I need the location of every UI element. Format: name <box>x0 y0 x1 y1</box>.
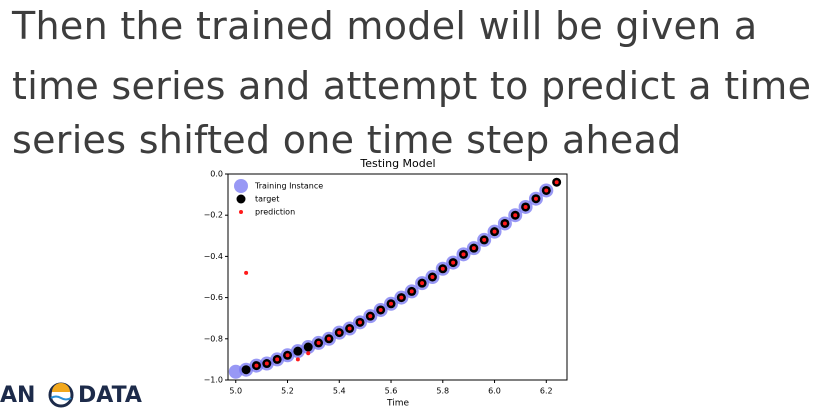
legend-label: Training Instance <box>254 182 323 191</box>
point <box>254 363 259 368</box>
point <box>544 188 549 193</box>
point <box>285 353 290 358</box>
logo-text: AN <box>0 383 35 408</box>
point <box>482 237 487 242</box>
point <box>492 229 497 234</box>
legend-label: prediction <box>255 208 295 217</box>
point <box>293 346 303 356</box>
legend-marker <box>234 179 248 193</box>
logo-icon-wave <box>50 395 72 401</box>
y-tick-label: −0.8 <box>204 334 223 343</box>
x-tick-label: 5.6 <box>385 387 398 396</box>
point <box>264 361 269 366</box>
point <box>533 196 538 201</box>
x-tick-label: 5.4 <box>333 387 346 396</box>
x-axis-label: Time <box>386 399 409 409</box>
point <box>303 342 313 352</box>
logo-icon-sun <box>52 383 70 392</box>
point <box>241 365 251 375</box>
heading-line: time series and attempt to predict a tim… <box>12 64 812 108</box>
point <box>378 307 383 312</box>
legend-marker <box>239 210 243 214</box>
x-tick-label: 5.2 <box>281 387 294 396</box>
y-tick-label: −0.4 <box>204 252 223 261</box>
point <box>513 213 518 218</box>
point <box>399 295 404 300</box>
plot-frame <box>227 173 568 381</box>
logo-text: DATA <box>78 383 142 408</box>
point <box>461 252 466 257</box>
point <box>244 270 249 275</box>
point <box>275 357 280 362</box>
point <box>440 266 445 271</box>
heading-line: series shifted one time step ahead <box>12 118 682 162</box>
legend-marker <box>236 194 246 204</box>
y-tick-label: −0.2 <box>204 211 223 220</box>
point <box>420 281 425 286</box>
y-tick-label: −1.0 <box>204 376 223 385</box>
point <box>347 326 352 331</box>
point <box>295 357 300 362</box>
point <box>368 314 373 319</box>
x-tick-label: 5.0 <box>229 387 242 396</box>
y-tick-label: −0.6 <box>204 293 223 302</box>
point <box>228 364 243 379</box>
x-tick-label: 6.0 <box>488 387 501 396</box>
y-tick-label: 0.0 <box>210 170 223 179</box>
x-tick-label: 6.2 <box>540 387 553 396</box>
heading-line: Then the trained model will be given a <box>12 4 758 48</box>
point <box>409 289 414 294</box>
point <box>306 351 311 356</box>
point <box>357 320 362 325</box>
point <box>430 275 435 279</box>
point <box>326 336 331 341</box>
point <box>523 204 528 209</box>
point <box>316 340 321 345</box>
point <box>502 221 507 226</box>
point <box>389 301 394 306</box>
point <box>337 330 342 335</box>
point <box>451 260 456 265</box>
x-tick-label: 5.8 <box>436 387 449 396</box>
point <box>471 246 476 251</box>
point <box>554 180 559 185</box>
legend-label: target <box>255 195 279 204</box>
logo: AN DATA <box>0 382 142 408</box>
chart-title: Testing Model <box>359 157 435 170</box>
